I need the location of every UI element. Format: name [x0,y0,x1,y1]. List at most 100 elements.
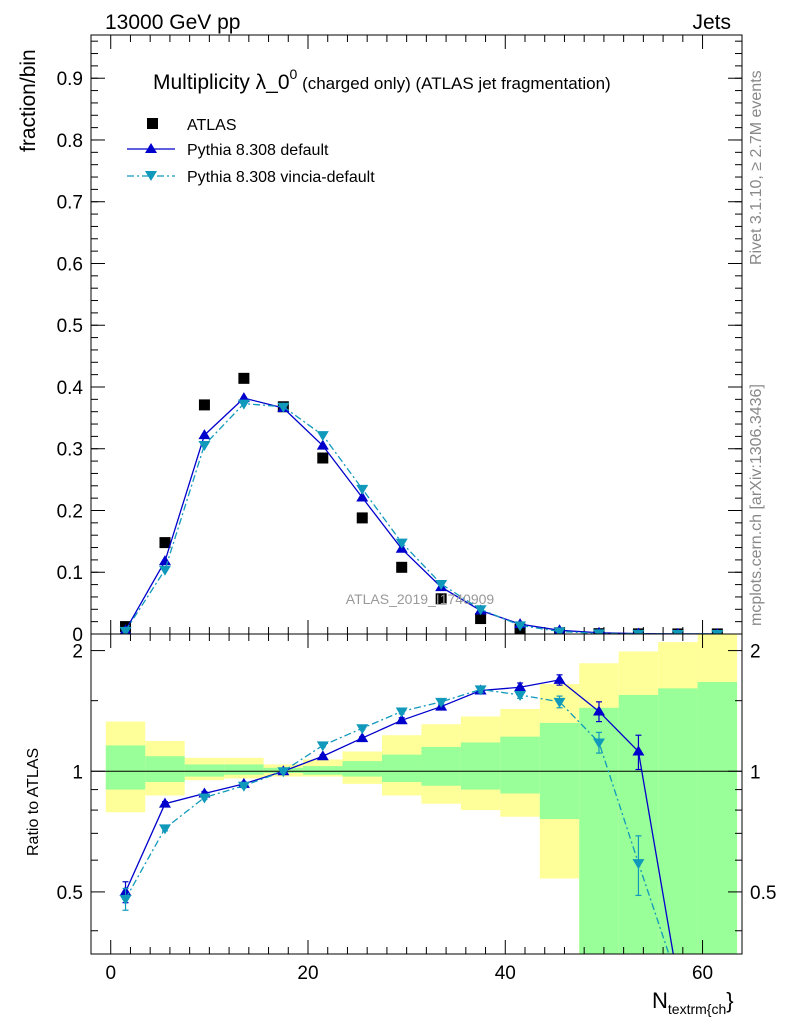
main-y-tick-label: 0.5 [57,316,83,337]
ratio-point-pythia-8-308-default [395,714,408,725]
ratio-panel-frame [90,633,743,955]
point-pythia-8-308-vincia-default [316,431,329,442]
uncertainty-band-green [381,754,422,783]
uncertainty-band-green [460,742,501,790]
ratio-y-tick-label: 1 [72,762,83,783]
uncertainty-band-green [184,764,225,777]
point-pythia-8-308-vincia-default [277,402,290,413]
header-left: 13000 GeV pp [105,11,240,34]
rivet-version-label: Rivet 3.1.10, ≥ 2.7M events [748,70,765,265]
point-pythia-8-308-vincia-default [514,621,527,632]
ratio-panel: 0.5 0.51 12 20 20 40 60 Ratio to ATLAS Ntextrm… [25,633,776,1017]
main-y-axis-label: fraction/bin [17,49,40,152]
plot-title-rest: (charged only) (ATLAS jet fragmentation) [297,74,610,93]
main-y-tick-label: 0.7 [57,193,83,214]
ratio-y-tick-label-right: 0.5 [750,883,776,904]
ratio-point-pythia-8-308-vincia-default [592,738,605,749]
point-atlas [475,613,487,625]
series-line-pythia-8-308-vincia-default [124,402,718,634]
uncertainty-band-green [342,761,382,777]
main-panel-ticks: 0 0.1 0.2 0.3 0.4 0.5 0.6 0.7 0.8 0.9 [57,35,742,646]
main-y-tick-label: 0.1 [57,563,83,584]
ratio-y-tick-label-right: 1 [750,762,761,783]
point-pythia-8-308-vincia-default [356,484,369,495]
main-y-tick-label: 0.3 [57,440,83,461]
point-pythia-8-308-vincia-default [553,627,566,634]
main-panel-series [119,372,724,634]
point-atlas [435,593,447,605]
point-pythia-8-308-vincia-default [435,579,448,590]
ratio-point-pythia-8-308-default [553,673,566,684]
main-y-tick-label: 0.6 [57,254,83,275]
uncertainty-band-green [105,745,146,790]
ratio-y-tick-label-right: 2 [750,642,761,663]
uncertainty-band-green [658,688,698,954]
ratio-point-pythia-8-308-default [316,750,329,761]
legend-marker-atlas [147,118,158,129]
point-pythia-8-308-default [198,429,211,440]
ratio-point-pythia-8-308-vincia-default [316,741,329,752]
ratio-point-pythia-8-308-vincia-default [119,895,132,906]
point-pythia-8-308-vincia-default [671,629,684,634]
ratio-point-pythia-8-308-vincia-default [474,685,487,696]
legend-label-atlas: ATLAS [187,117,237,134]
legend-label-default: Pythia 8.308 default [187,142,329,159]
point-pythia-8-308-vincia-default [711,629,724,634]
analysis-watermark: ATLAS_2019_I1740909 [346,591,495,607]
x-axis-label-sub: textrm{ch [668,1001,726,1017]
uncertainty-band-green [697,681,738,954]
x-axis-label: Ntextrm{ch} [652,988,734,1017]
point-pythia-8-308-default [356,491,369,502]
point-pythia-8-308-vincia-default [119,626,132,634]
main-y-tick-label: 0.9 [57,69,83,90]
main-panel: 0 0.1 0.2 0.3 0.4 0.5 0.6 0.7 0.8 0.9 ATLAS_2019_… [17,34,743,646]
legend-label-vincia: Pythia 8.308 vincia-default [187,169,375,186]
ratio-point-pythia-8-308-vincia-default [198,793,211,804]
ratio-point-pythia-8-308-vincia-default [435,697,448,708]
uncertainty-band-green [145,756,185,783]
x-tick-label: 0 [105,963,116,984]
ratio-y-tick-label: 2 [72,642,83,663]
point-atlas [238,372,250,384]
legend-marker-vincia [145,171,157,181]
x-tick-label: 60 [692,963,713,984]
uncertainty-band-green [421,746,461,786]
ratio-point-pythia-8-308-vincia-default [553,697,566,708]
uncertainty-band-green [303,766,343,775]
series-line-pythia-8-308-default [124,397,718,634]
legend: ATLAS Pythia 8.308 default Pythia 8.308 … [127,117,375,186]
point-pythia-8-308-default [158,555,171,566]
point-atlas [159,537,171,549]
point-pythia-8-308-vincia-default [237,399,250,410]
legend-marker-default [145,143,157,153]
ratio-point-pythia-8-308-vincia-default [158,824,171,835]
mcplots-label: mcplots.cern.ch [arXiv:1306.3436] [748,384,765,626]
ratio-point-pythia-8-308-vincia-default [356,724,369,735]
main-y-tick-label: 0 [72,625,83,646]
ratio-point-pythia-8-308-vincia-default [277,767,290,778]
ratio-panel-ticks: 0.5 0.51 12 20 20 40 60 [57,634,776,984]
main-y-tick-label: 0.8 [57,131,83,152]
plot-title: Multiplicity λ_00 (charged only) (ATLAS … [153,66,611,94]
ratio-point-pythia-8-308-default [592,705,605,716]
ratio-y-tick-label: 0.5 [57,883,83,904]
ratio-point-pythia-8-308-vincia-default [632,859,645,870]
x-axis-label-main: N [652,988,668,1013]
point-pythia-8-308-vincia-default [474,605,487,616]
x-tick-label: 20 [297,963,318,984]
point-atlas [198,399,210,411]
main-y-tick-label: 0.2 [57,501,83,522]
ratio-point-pythia-8-308-vincia-default [395,707,408,718]
point-pythia-8-308-default [237,392,250,403]
x-axis-label-close: } [726,988,733,1013]
point-atlas [396,561,408,573]
ratio-point-pythia-8-308-default [356,732,369,743]
point-pythia-8-308-vincia-default [632,629,645,634]
ratio-point-pythia-8-308-default [514,681,527,692]
ratio-point-pythia-8-308-default [158,797,171,808]
plot-title-superscript: 0 [290,66,298,82]
point-atlas [356,512,368,524]
point-pythia-8-308-vincia-default [158,565,171,576]
ratio-point-pythia-8-308-vincia-default [237,781,250,792]
